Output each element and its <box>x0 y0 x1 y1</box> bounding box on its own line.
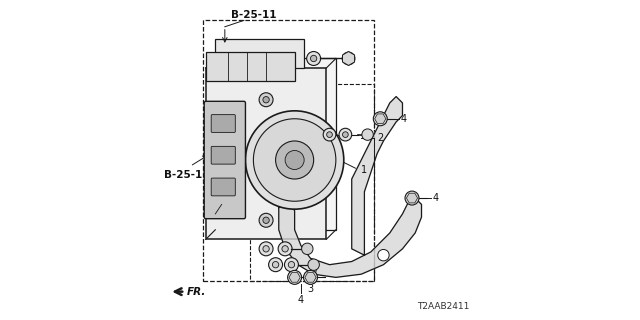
Text: FR.: FR. <box>187 287 206 297</box>
Text: B-25-11: B-25-11 <box>230 11 276 20</box>
FancyBboxPatch shape <box>211 178 236 196</box>
Circle shape <box>323 128 336 141</box>
Polygon shape <box>279 198 422 277</box>
Circle shape <box>263 246 269 252</box>
Circle shape <box>373 112 387 126</box>
Bar <box>215 59 336 230</box>
Circle shape <box>259 213 273 227</box>
Polygon shape <box>352 97 403 255</box>
Text: 3: 3 <box>307 284 314 294</box>
FancyBboxPatch shape <box>204 101 246 219</box>
Circle shape <box>259 242 273 256</box>
Circle shape <box>301 243 313 254</box>
Circle shape <box>307 52 321 66</box>
Circle shape <box>310 55 317 62</box>
Circle shape <box>326 132 332 138</box>
Circle shape <box>276 141 314 179</box>
Bar <box>203 20 374 281</box>
Circle shape <box>282 246 288 252</box>
Text: 4: 4 <box>433 193 439 203</box>
Circle shape <box>342 132 348 138</box>
Circle shape <box>253 119 336 201</box>
Text: 2: 2 <box>377 133 383 143</box>
Circle shape <box>284 258 298 272</box>
Circle shape <box>273 261 279 268</box>
Circle shape <box>339 128 352 141</box>
Circle shape <box>269 258 283 272</box>
Bar <box>250 84 374 281</box>
Circle shape <box>303 270 317 284</box>
Text: B-25-11: B-25-11 <box>164 170 209 180</box>
Text: 1: 1 <box>361 164 367 174</box>
Bar <box>215 39 304 68</box>
Circle shape <box>308 259 319 270</box>
Text: 4: 4 <box>401 114 407 124</box>
Circle shape <box>405 191 419 205</box>
Circle shape <box>377 116 383 122</box>
Circle shape <box>378 250 389 261</box>
Circle shape <box>263 97 269 103</box>
Circle shape <box>285 150 304 170</box>
Bar <box>206 52 294 81</box>
Circle shape <box>287 270 301 284</box>
Circle shape <box>246 111 344 209</box>
Text: 4: 4 <box>298 295 304 305</box>
Circle shape <box>291 274 298 281</box>
Text: T2AAB2411: T2AAB2411 <box>417 302 469 311</box>
Circle shape <box>409 195 415 201</box>
FancyBboxPatch shape <box>211 146 236 164</box>
Circle shape <box>259 93 273 107</box>
Circle shape <box>263 217 269 223</box>
Circle shape <box>278 242 292 256</box>
FancyBboxPatch shape <box>211 115 236 132</box>
Circle shape <box>342 52 355 65</box>
Circle shape <box>280 244 290 253</box>
Bar <box>206 68 326 239</box>
Circle shape <box>362 129 373 140</box>
Circle shape <box>288 261 294 268</box>
Circle shape <box>307 274 314 281</box>
